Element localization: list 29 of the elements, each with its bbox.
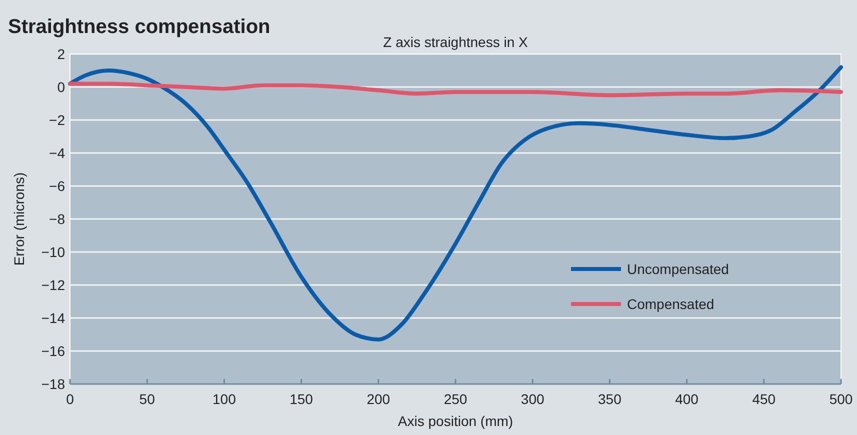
chart-title: Straightness compensation xyxy=(8,16,270,38)
y-tick-label: 0 xyxy=(57,79,66,95)
line-series xyxy=(68,82,843,98)
x-tick-label: 300 xyxy=(520,391,544,407)
y-tick-label: −4 xyxy=(49,145,66,161)
y-tick-label: −16 xyxy=(41,343,66,359)
x-tick-label: 350 xyxy=(598,391,622,407)
y-tick-label: −6 xyxy=(49,178,66,194)
y-tick-label: −10 xyxy=(41,244,66,260)
x-tick-label: 400 xyxy=(675,391,699,407)
legend-label: Uncompensated xyxy=(627,261,729,277)
line-series xyxy=(68,65,843,342)
y-tick-label: −14 xyxy=(41,310,66,326)
y-tick-label: −12 xyxy=(41,277,66,293)
x-tick-label: 450 xyxy=(752,391,776,407)
y-tick-label: 2 xyxy=(57,46,66,62)
x-tick-label: 100 xyxy=(212,391,236,407)
x-tick-label: 50 xyxy=(139,391,156,407)
y-tick-label: −2 xyxy=(49,112,66,128)
y-tick-label: −18 xyxy=(41,376,66,392)
y-tick-label: −8 xyxy=(49,211,66,227)
chart-subtitle: Z axis straightness in X xyxy=(383,34,529,50)
x-tick-label: 150 xyxy=(290,391,314,407)
y-axis-title: Error (microns) xyxy=(11,172,27,266)
legend-label: Compensated xyxy=(627,296,714,312)
x-tick-label: 500 xyxy=(829,391,853,407)
x-axis-title: Axis position (mm) xyxy=(398,413,514,429)
x-tick-label: 250 xyxy=(444,391,468,407)
x-tick-label: 200 xyxy=(366,391,390,407)
